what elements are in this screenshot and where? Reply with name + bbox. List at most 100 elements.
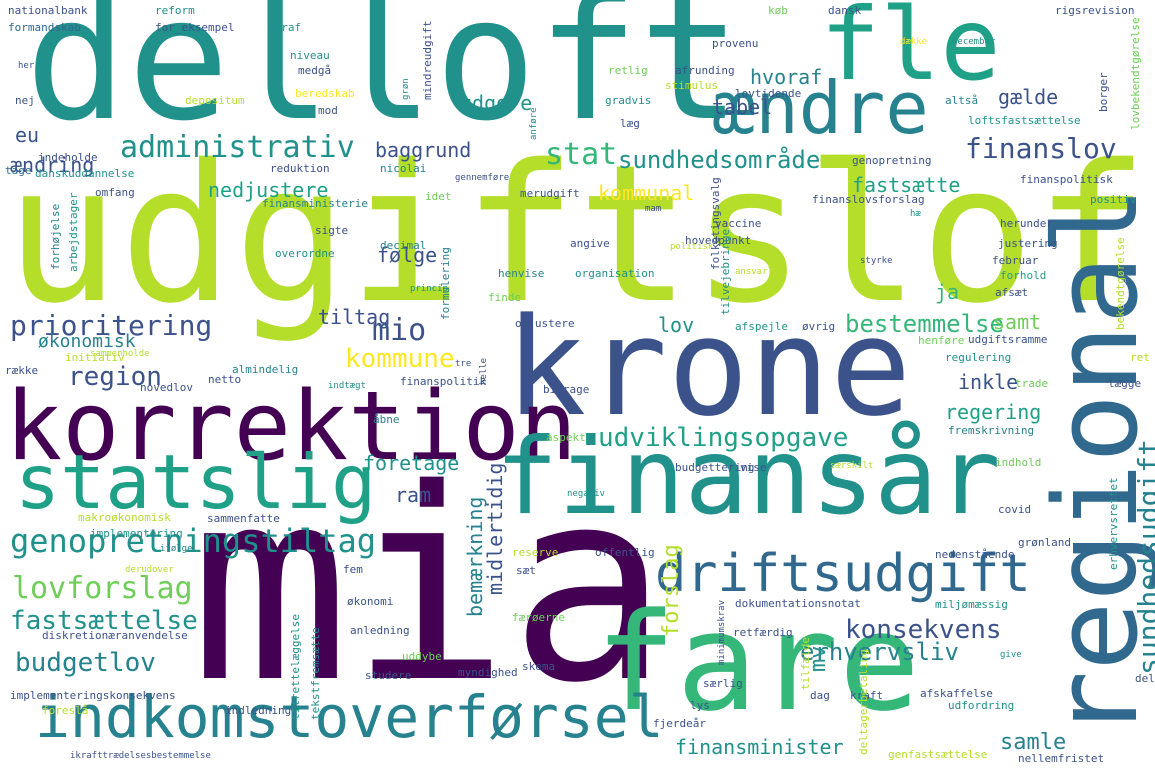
word-hvoraf: hvoraf	[750, 65, 823, 89]
word-mio: mio	[372, 313, 427, 348]
word-skema: skema	[522, 660, 556, 673]
word-rigsrevision: rigsrevision	[1055, 4, 1135, 17]
word-sigte: sigte	[315, 224, 349, 237]
word-mod: mod	[318, 104, 338, 117]
word-erhvervsliv: erhvervsliv	[800, 638, 959, 666]
word-tiltag: tiltag	[318, 305, 391, 329]
word-del: del	[1135, 672, 1155, 685]
word-vise: vise	[740, 461, 767, 474]
word-korrektion: korrektion	[5, 372, 577, 482]
word-sundhedsomra-de: sundhedsområde	[618, 146, 821, 174]
word-regering: regering	[945, 400, 1042, 424]
word-nationalbank: nationalbank	[8, 4, 88, 17]
word-gr-nland: grønland	[1018, 536, 1071, 549]
word-budgetlov: budgetlov	[15, 648, 156, 678]
word-finde: finde	[488, 291, 522, 304]
word-gr-n: grøn	[401, 78, 411, 100]
word-if-lge: ifølge	[160, 544, 193, 554]
word-give: give	[1000, 650, 1022, 660]
word-ret: ret	[1130, 351, 1150, 364]
word-finanspolitisk: finanspolitisk	[1020, 173, 1113, 186]
word-ja: ja	[935, 280, 960, 304]
word--konomi: økonomi	[347, 595, 394, 608]
word-kraft: kraft	[850, 689, 884, 702]
word-fare: fare	[595, 584, 921, 741]
word-netto: netto	[208, 373, 242, 386]
word-milj-m-ssig: miljømæssig	[935, 598, 1008, 611]
word-loftsfasts-ttelse: loftsfastsættelse	[968, 114, 1081, 127]
word-konsekvens: konsekvens	[845, 615, 1002, 645]
word-administrativ: administrativ	[120, 130, 355, 165]
word-prioritering: prioritering	[10, 309, 213, 342]
word-finanslovsforslag: finanslovsforslag	[812, 193, 925, 206]
word-f-lge: følge	[377, 243, 438, 267]
word-nedensta-ende: nedenstående	[935, 548, 1015, 561]
word-makro-konomisk: makroøkonomisk	[78, 511, 171, 524]
word-bidrage: bidrage	[543, 383, 590, 396]
word-initiativ: initiativ	[65, 351, 125, 364]
word-justering: justering	[998, 237, 1058, 250]
word-s-t: sæt	[516, 564, 536, 577]
word-henvise: henvise	[498, 267, 545, 280]
word--ndring: ændring	[10, 153, 95, 177]
word--vrig: øvrig	[802, 320, 836, 333]
word-fjerdea-r: fjerdeår	[653, 717, 706, 730]
word-niveau: niveau	[290, 49, 330, 62]
word-her: her	[18, 61, 35, 71]
word-afspejle: afspejle	[735, 320, 788, 333]
word-genopretning: genopretning	[852, 154, 932, 167]
word-tilrettel-ggelse: tilrettelæggelse	[289, 614, 302, 720]
word-anledning: anledning	[350, 624, 410, 637]
word-nedjustere: nedjustere	[208, 178, 329, 202]
word-afs-t: afsæt	[995, 286, 1029, 299]
word-arbejdstager: arbejdstager	[67, 192, 80, 272]
word-nicolai: nicolai	[380, 162, 427, 175]
word-finanslov: finanslov	[965, 132, 1117, 165]
word-formandskab: formandskab	[8, 21, 81, 34]
word-gradvis: gradvis	[605, 94, 652, 107]
word-driftsudgift: driftsudgift	[655, 544, 1031, 604]
word-a-bne: åbne	[373, 413, 400, 426]
word-heraf: heraf	[268, 21, 302, 34]
word-s-rskilt: særskilt	[830, 461, 874, 471]
word-tage: tage	[5, 164, 32, 177]
word-hovedpunkt: hovedpunkt	[685, 234, 752, 247]
word-mam: mam	[645, 204, 662, 214]
word-l-gge: lægge	[1108, 377, 1142, 390]
word-positiv: positiv	[1090, 193, 1137, 206]
word-forslag: forslag	[659, 544, 684, 637]
word-samt: samt	[993, 310, 1042, 334]
word-mindreudgift: mindreudgift	[421, 20, 434, 100]
word-bem-rkning: bemærkning	[463, 496, 487, 617]
word-dag: dag	[810, 689, 830, 702]
word-derudover: derudover	[125, 565, 174, 575]
word-sundhedsudgift: sundhedsudgift	[1132, 438, 1155, 675]
word-udgiftsramme: udgiftsramme	[968, 333, 1048, 346]
word-afskaffelse: afskaffelse	[920, 687, 993, 700]
word-udg-re: udgøre	[460, 91, 533, 115]
word-minimumskrav: minimumskrav	[717, 599, 727, 665]
word-lov: lov	[658, 313, 695, 337]
word-reduktion: reduktion	[270, 162, 330, 175]
word-implementering: implementering	[90, 527, 183, 540]
word-studere: studere	[365, 669, 412, 682]
word-s-rlig: særlig	[703, 677, 743, 690]
word-organisation: organisation	[575, 267, 655, 280]
word-h-: hæ	[910, 209, 921, 219]
word-finanspolitik: finanspolitik	[400, 375, 487, 388]
word-foresla-: foreslå	[42, 704, 89, 717]
word-diskretion-ranvendelse: diskretionæranvendelse	[42, 629, 188, 642]
word-udviklingsopgave: udviklingsopgave	[598, 423, 849, 453]
word-fem: fem	[343, 563, 363, 576]
word-krone: krone	[505, 289, 912, 446]
word-budgettering: budgettering	[675, 461, 755, 474]
word-forhold: forhold	[1000, 269, 1047, 282]
word-anf-re: anføre	[529, 107, 539, 140]
word-tre: tre	[455, 359, 472, 369]
word-finansminister: finansminister	[675, 735, 844, 759]
word-tabel: tabel	[712, 95, 773, 119]
word-mia: mia	[190, 433, 669, 741]
word-myndighed: myndighed	[458, 666, 518, 679]
word-erhvervsrettet: erhvervsrettet	[1107, 477, 1120, 570]
word-danskuddannelse: danskuddannelse	[35, 167, 135, 180]
